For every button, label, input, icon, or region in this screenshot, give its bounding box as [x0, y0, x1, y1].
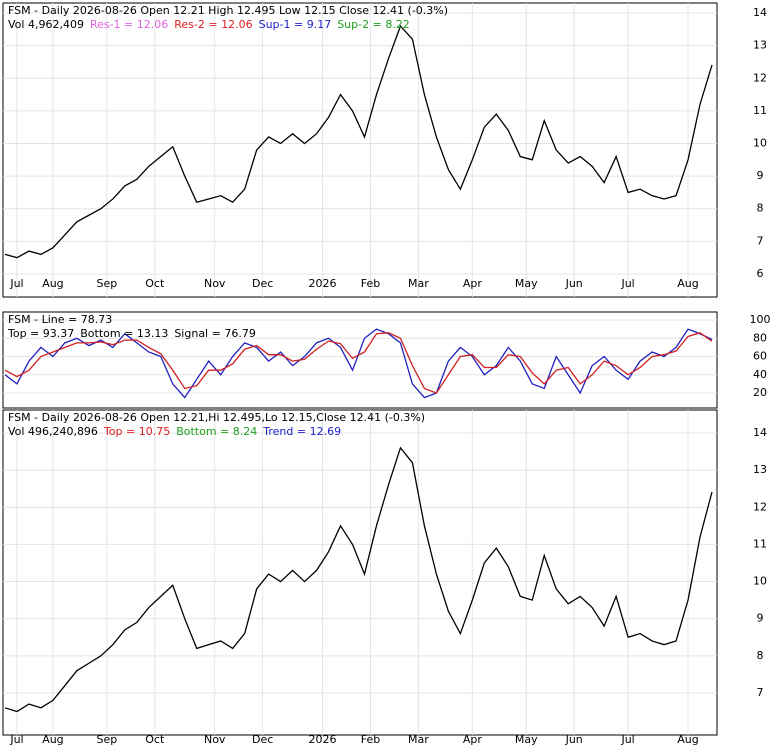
x-tick-label: Jul — [9, 277, 23, 290]
y-tick-label: 6 — [757, 267, 764, 280]
x-tick-label: Nov — [204, 277, 226, 290]
y-tick-label: 40 — [753, 368, 767, 381]
price-line — [4, 24, 713, 259]
y-tick-label: 14 — [753, 6, 767, 19]
x-tick-label: 2026 — [309, 733, 337, 745]
y-tick-label: 80 — [753, 331, 767, 344]
x-tick-label: Aug — [42, 733, 63, 745]
x-tick-label: Aug — [42, 277, 63, 290]
price-line — [4, 446, 713, 713]
x-tick-label: 2026 — [309, 277, 337, 290]
x-tick-label: Feb — [361, 277, 380, 290]
x-tick-label: Mar — [408, 277, 429, 290]
y-tick-label: 13 — [753, 39, 767, 52]
y-tick-label: 11 — [753, 537, 767, 550]
header-text: Res-2 = 12.06 — [174, 18, 252, 31]
y-tick-label: 8 — [757, 202, 764, 215]
header-text: Top = 93.37 — [7, 327, 74, 340]
header-text: FSM - Daily 2026-08-26 Open 12.21 High 1… — [8, 4, 448, 17]
price-line — [4, 328, 713, 399]
y-tick-label: 60 — [753, 350, 767, 363]
header-text: FSM - Line = 78.73 — [8, 313, 112, 326]
header-text: FSM - Daily 2026-08-26 Open 12.21,Hi 12.… — [8, 411, 425, 424]
x-tick-label: Jun — [565, 277, 583, 290]
y-tick-label: 12 — [753, 500, 767, 513]
header-text: Sup-2 = 8.22 — [337, 18, 410, 31]
panel-frame — [2, 409, 718, 736]
panel-frame — [2, 2, 718, 298]
x-tick-label: Dec — [252, 277, 273, 290]
header-text: Bottom = 13.13 — [80, 327, 168, 340]
y-tick-label: 7 — [757, 686, 764, 699]
y-tick-label: 8 — [757, 649, 764, 662]
y-tick-label: 11 — [753, 104, 767, 117]
x-tick-label: Aug — [677, 733, 698, 745]
x-tick-label: Oct — [145, 733, 165, 745]
panel-frame — [2, 311, 718, 409]
y-tick-label: 20 — [753, 386, 767, 399]
x-tick-label: Aug — [677, 277, 698, 290]
price-line — [4, 332, 713, 394]
x-tick-label: Sep — [96, 277, 117, 290]
x-tick-label: May — [515, 277, 538, 290]
x-tick-label: Oct — [145, 277, 165, 290]
x-tick-label: Dec — [252, 733, 273, 745]
x-tick-label: Apr — [463, 733, 483, 745]
x-tick-label: May — [515, 733, 538, 745]
header-text: Vol 4,962,409 — [8, 18, 84, 31]
x-tick-label: Sep — [96, 733, 117, 745]
x-tick-label: Jun — [565, 733, 583, 745]
y-tick-label: 12 — [753, 71, 767, 84]
x-tick-label: Feb — [361, 733, 380, 745]
header-text: Signal = 76.79 — [174, 327, 256, 340]
header-text: Top = 10.75 — [103, 425, 170, 438]
header-text: Bottom = 8.24 — [176, 425, 257, 438]
x-tick-label: Mar — [408, 733, 429, 745]
x-tick-label: Apr — [463, 277, 483, 290]
header-text: Res-1 = 12.06 — [90, 18, 168, 31]
header-text: Trend = 12.69 — [262, 425, 341, 438]
x-tick-label: Jul — [9, 733, 23, 745]
x-tick-label: Jul — [620, 277, 634, 290]
y-tick-label: 100 — [750, 313, 771, 326]
y-tick-label: 10 — [753, 575, 767, 588]
x-tick-label: Jul — [620, 733, 634, 745]
y-tick-label: 10 — [753, 137, 767, 150]
x-tick-label: Nov — [204, 733, 226, 745]
header-text: Sup-1 = 9.17 — [259, 18, 332, 31]
y-tick-label: 7 — [757, 234, 764, 247]
y-tick-label: 9 — [757, 612, 764, 625]
header-text: Vol 496,240,896 — [8, 425, 98, 438]
y-tick-label: 13 — [753, 463, 767, 476]
y-tick-label: 9 — [757, 169, 764, 182]
y-tick-label: 14 — [753, 426, 767, 439]
